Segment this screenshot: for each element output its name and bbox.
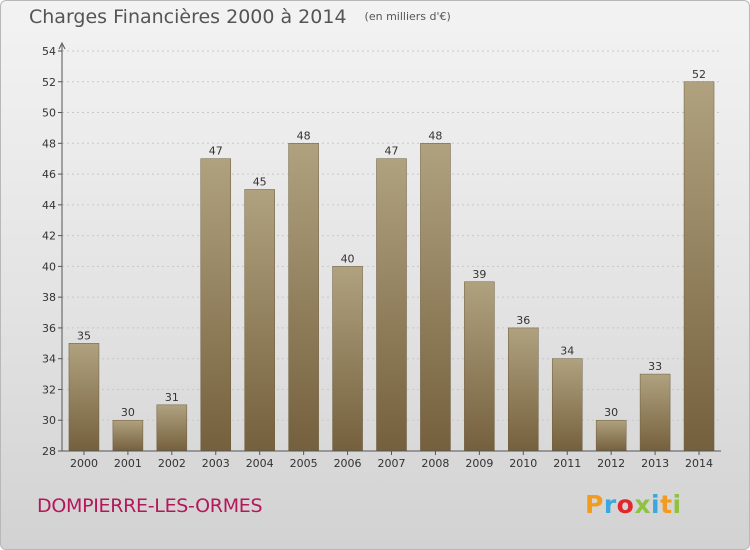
y-tick-label: 36 [42, 322, 56, 335]
bar [683, 81, 715, 452]
data-label: 35 [77, 329, 91, 342]
x-tick-label: 2007 [378, 457, 406, 470]
data-label: 30 [121, 406, 135, 419]
bar [551, 358, 583, 452]
bar [332, 266, 363, 452]
bar [288, 143, 319, 452]
x-tick-label: 2006 [334, 457, 362, 470]
x-tick-label: 2009 [465, 457, 493, 470]
x-tick-label: 2012 [597, 457, 625, 470]
x-tick-label: 2011 [553, 457, 581, 470]
data-label: 47 [385, 145, 399, 158]
data-label: 36 [516, 314, 530, 327]
y-tick-label: 34 [42, 353, 56, 366]
bar [639, 373, 671, 452]
y-axis-arrow [58, 41, 66, 50]
logo-letter: P [585, 490, 604, 519]
x-tick-label: 2001 [114, 457, 142, 470]
bar [508, 327, 539, 452]
y-tick-label: 54 [42, 45, 56, 58]
x-tick-label: 2004 [246, 457, 274, 470]
logo-letter: x [634, 490, 651, 519]
bar [376, 158, 407, 452]
chart-subtitle: (en milliers d'€) [364, 10, 451, 23]
x-tick-label: 2000 [70, 457, 98, 470]
data-label: 48 [297, 129, 311, 142]
logo-letter: t [660, 490, 673, 519]
x-tick-label: 2005 [290, 457, 318, 470]
title-block: Charges Financières 2000 à 2014 (en mill… [29, 6, 451, 28]
logo-letter: r [603, 490, 617, 519]
x-tick-label: 2013 [641, 457, 669, 470]
y-tick-label: 52 [42, 76, 56, 89]
labels: 28 30 32 34 36 38 40 42 44 46 48 50 52 54 35 2000 30 2001… [42, 45, 713, 470]
logo-letter: i [651, 490, 661, 519]
data-label: 40 [341, 252, 355, 265]
data-label: 48 [428, 129, 442, 142]
y-tick-label: 42 [42, 230, 56, 243]
bar [68, 343, 100, 452]
logo-letter: i [672, 490, 682, 519]
bar [200, 158, 232, 452]
data-label: 47 [209, 145, 223, 158]
y-tick-label: 44 [42, 199, 56, 212]
x-tick-label: 2008 [421, 457, 449, 470]
data-label: 34 [560, 345, 574, 358]
y-tick-label: 38 [42, 291, 56, 304]
axes [58, 41, 721, 455]
y-tick-label: 50 [42, 107, 56, 120]
proxiti-logo: Proxiti [585, 490, 682, 519]
data-label: 45 [253, 175, 267, 188]
bar [464, 281, 495, 452]
y-tick-label: 48 [42, 137, 56, 150]
y-tick-label: 32 [42, 383, 56, 396]
bar [595, 419, 627, 452]
logo-letter: o [616, 490, 635, 519]
x-tick-label: 2010 [509, 457, 537, 470]
chart-title: Charges Financières 2000 à 2014 [29, 6, 347, 28]
bar [420, 143, 451, 452]
x-tick-label: 2003 [202, 457, 230, 470]
y-tick-label: 40 [42, 260, 56, 273]
data-label: 31 [165, 391, 179, 404]
y-tick-label: 28 [42, 445, 56, 458]
data-label: 52 [692, 68, 706, 81]
bar [244, 189, 275, 452]
x-tick-label: 2002 [158, 457, 186, 470]
bar [112, 419, 144, 452]
data-label: 39 [472, 268, 486, 281]
bars [68, 81, 715, 452]
y-tick-label: 46 [42, 168, 56, 181]
data-label: 30 [604, 406, 618, 419]
y-tick-label: 30 [42, 414, 56, 427]
bar [156, 404, 188, 452]
commune-name: DOMPIERRE-LES-ORMES [37, 495, 263, 517]
x-tick-label: 2014 [685, 457, 713, 470]
data-label: 33 [648, 360, 662, 373]
